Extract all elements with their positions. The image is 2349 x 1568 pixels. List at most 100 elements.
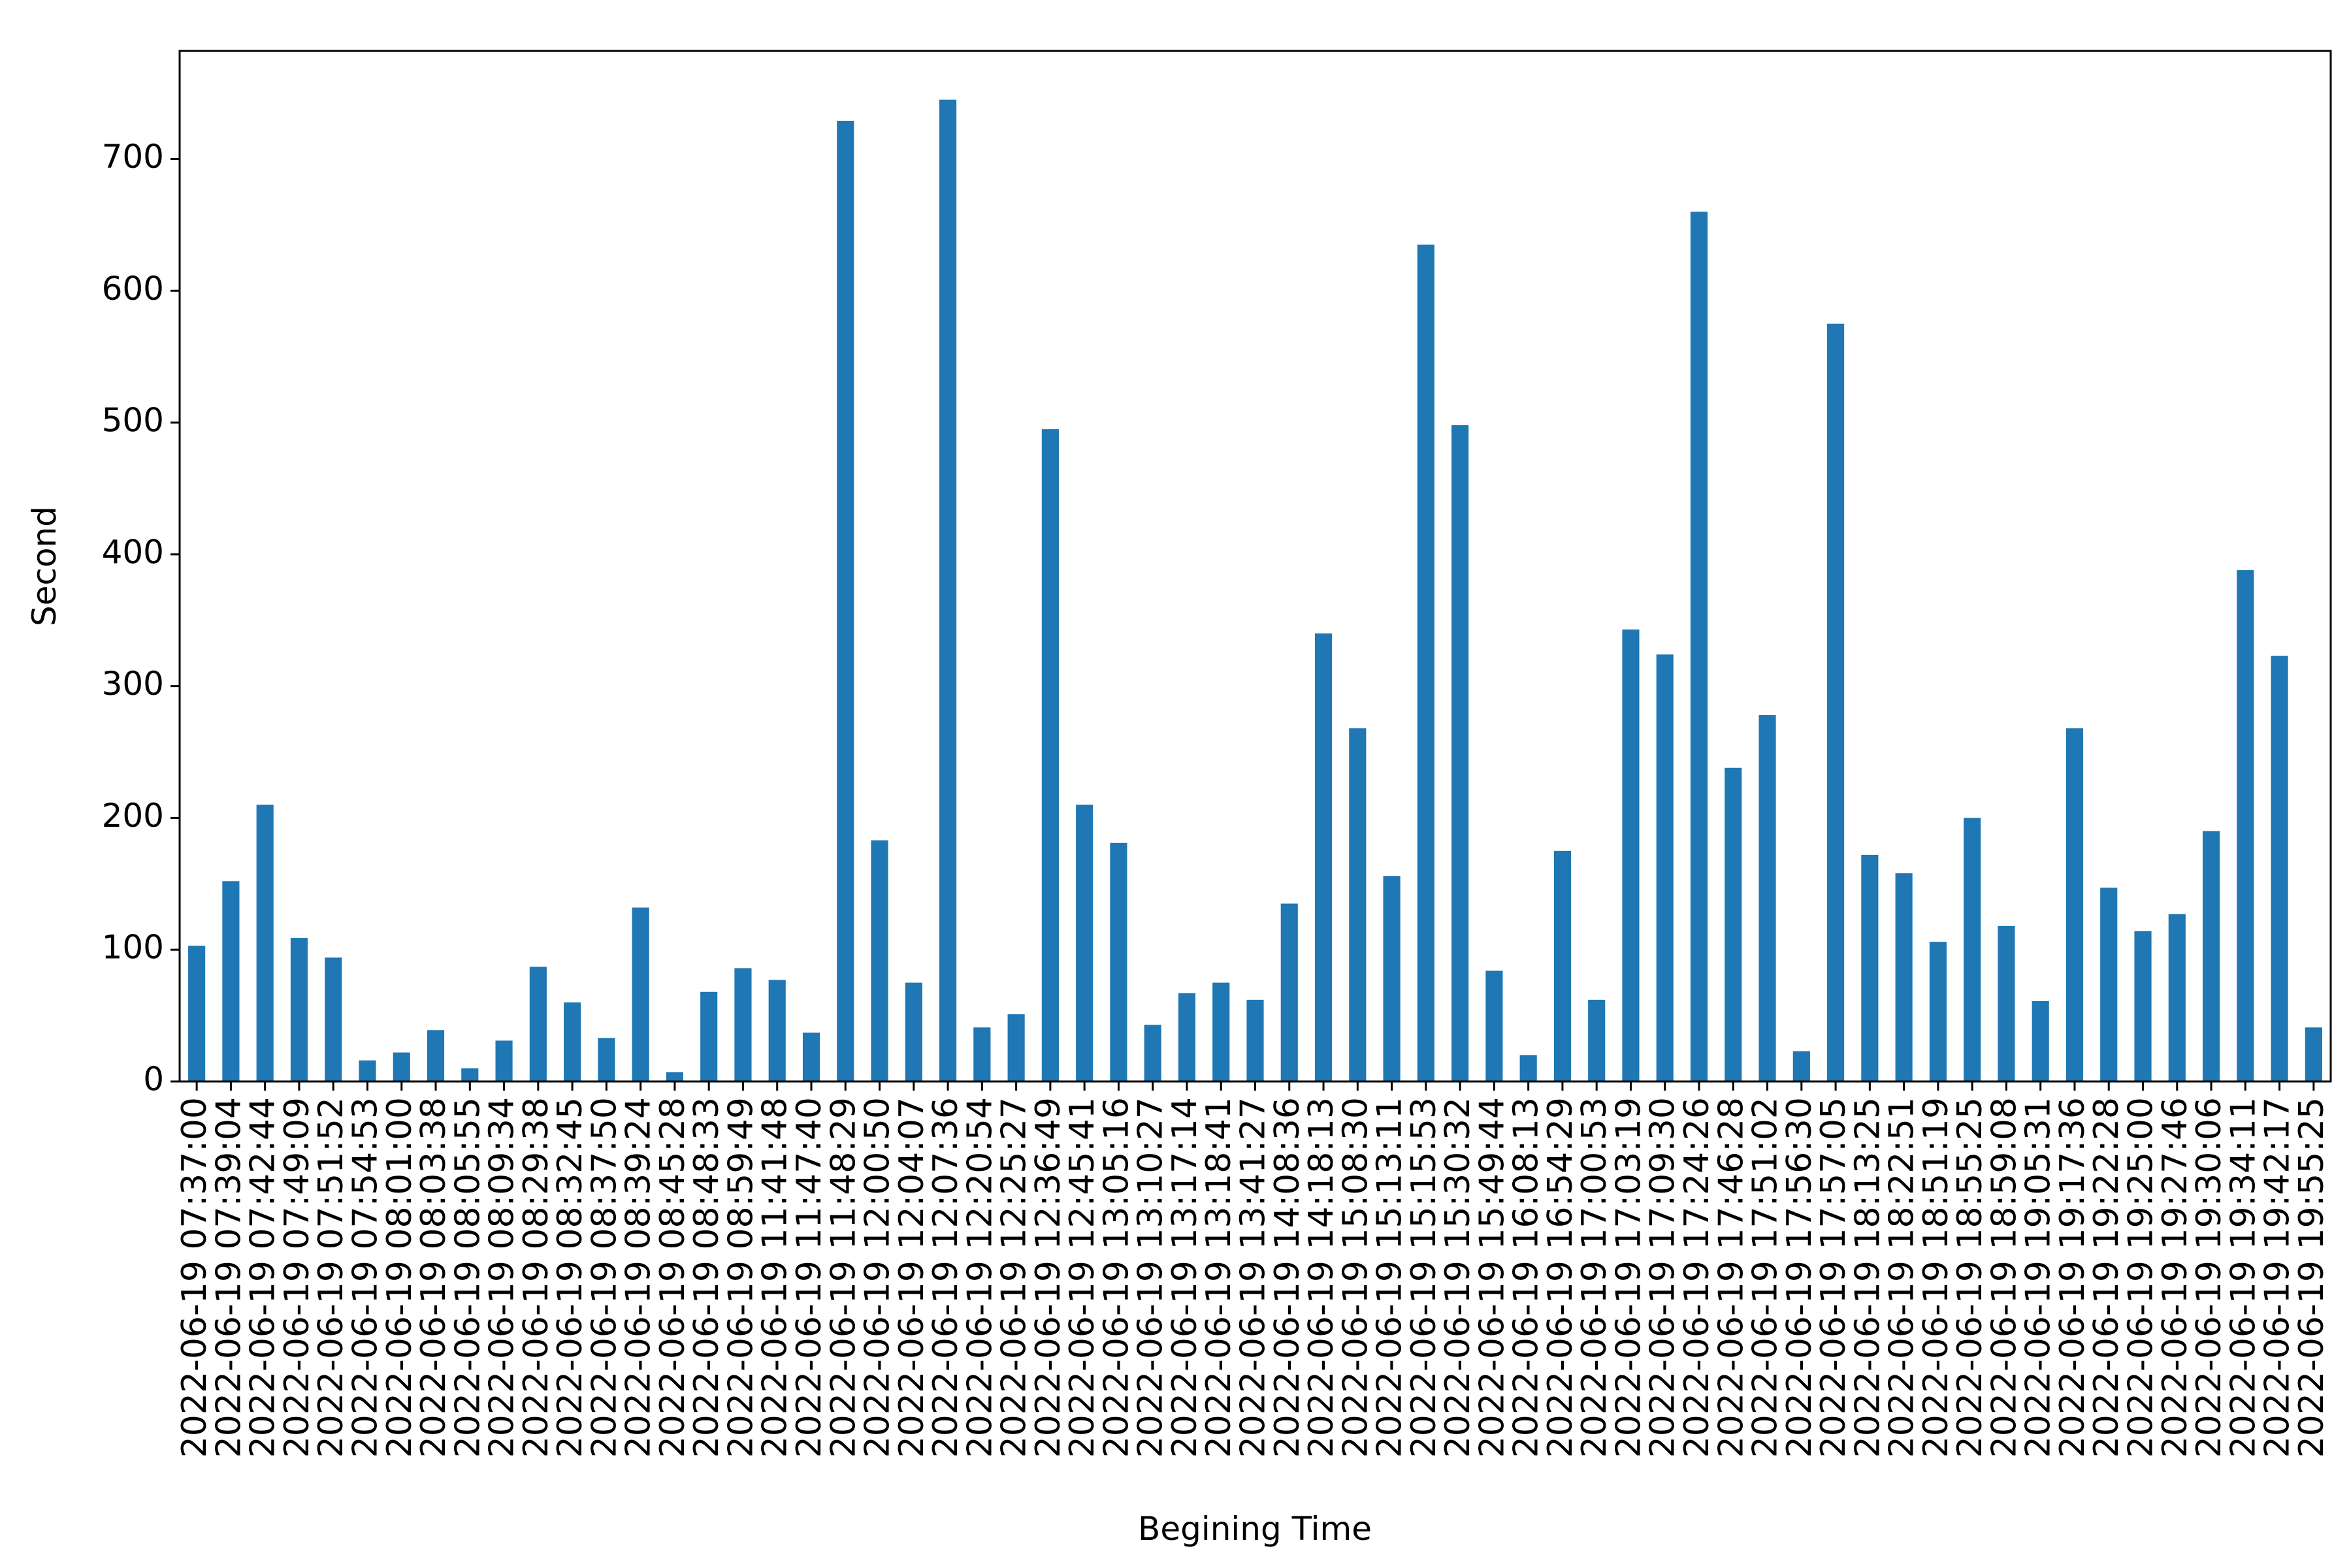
x-tick-label: 2022-06-19 18:13:25 [1848,1097,1887,1458]
x-tick-label: 2022-06-19 15:13:11 [1370,1097,1410,1458]
bar [2066,728,2084,1081]
x-tick-label: 2022-06-19 07:39:04 [209,1097,248,1458]
x-tick-label: 2022-06-19 11:47:40 [790,1097,829,1458]
y-tick-label: 700 [102,138,164,176]
bar [1246,999,1264,1081]
x-tick-label: 2022-06-19 18:55:25 [1951,1097,1990,1458]
bar [256,805,274,1081]
bar [1622,629,1640,1081]
x-tick-label: 2022-06-19 12:20:54 [960,1097,999,1458]
x-tick-label: 2022-06-19 17:46:28 [1711,1097,1751,1458]
bar [700,991,718,1081]
y-axis-label: Second [25,506,63,626]
x-tick-label: 2022-06-19 17:00:53 [1575,1097,1614,1458]
bar [837,120,854,1081]
bar [1964,818,1981,1081]
bar [495,1040,513,1081]
x-tick-label: 2022-06-19 12:00:50 [858,1097,898,1458]
x-tick-label: 2022-06-19 12:07:36 [926,1097,965,1458]
bar [939,99,957,1082]
bar [1792,1051,1810,1081]
x-tick-label: 2022-06-19 19:25:00 [2122,1097,2161,1458]
x-tick-label: 2022-06-19 08:59:49 [721,1097,760,1458]
x-tick-label: 2022-06-19 15:49:44 [1472,1097,1512,1458]
x-tick-label: 2022-06-19 18:51:19 [1917,1097,1956,1458]
y-tick-label: 300 [102,665,164,703]
bar [1212,982,1230,1081]
y-tick-label: 600 [102,270,164,308]
x-tick-label: 2022-06-19 13:18:41 [1199,1097,1239,1458]
x-tick-label: 2022-06-19 17:03:19 [1609,1097,1648,1458]
bar [2032,1000,2049,1081]
bar [871,840,888,1081]
bar [1998,925,2015,1081]
bar [359,1060,376,1081]
x-tick-label: 2022-06-19 08:03:38 [414,1097,453,1458]
x-tick-label: 2022-06-19 13:10:27 [1131,1097,1171,1458]
bar [290,938,308,1081]
bar [1895,873,1913,1081]
bar [1553,850,1571,1081]
x-tick-label: 2022-06-19 16:08:13 [1507,1097,1546,1458]
bar [461,1068,479,1081]
x-tick-label: 2022-06-19 08:05:55 [448,1097,487,1458]
x-tick-label: 2022-06-19 18:22:51 [1883,1097,1922,1458]
x-tick-label: 2022-06-19 12:36:49 [1029,1097,1068,1458]
x-tick-label: 2022-06-19 08:09:34 [483,1097,522,1458]
bar [1758,715,1776,1081]
bar [632,907,649,1081]
bar [1485,970,1503,1081]
x-tick-label: 2022-06-19 14:08:36 [1268,1097,1307,1458]
x-tick-label: 2022-06-19 11:48:29 [824,1097,863,1458]
x-tick-label: 2022-06-19 13:17:14 [1165,1097,1205,1458]
x-tick-label: 2022-06-19 19:34:11 [2224,1097,2263,1458]
x-tick-label: 2022-06-19 08:37:50 [585,1097,624,1458]
x-tick-label: 2022-06-19 19:42:17 [2258,1097,2297,1458]
bar [1861,854,1879,1081]
x-tick-label: 2022-06-19 17:09:30 [1644,1097,1683,1458]
y-tick-label: 200 [102,797,164,835]
bar [1144,1025,1161,1081]
bar [1451,425,1469,1081]
bar [2271,656,2288,1081]
x-tick-label: 2022-06-19 19:17:36 [2053,1097,2092,1458]
x-tick-label: 2022-06-19 07:42:44 [244,1097,283,1458]
x-tick-label: 2022-06-19 14:18:13 [1302,1097,1341,1458]
bar [1519,1055,1537,1081]
x-tick-label: 2022-06-19 08:48:33 [687,1097,726,1458]
x-tick-label: 2022-06-19 07:54:53 [346,1097,385,1458]
bar [1007,1014,1025,1081]
y-tick-label: 500 [102,402,164,440]
x-tick-label: 2022-06-19 08:39:24 [619,1097,658,1458]
x-tick-label: 2022-06-19 19:27:46 [2156,1097,2195,1458]
bar [1383,876,1401,1081]
x-tick-label: 2022-06-19 08:32:45 [551,1097,590,1458]
bar [1588,999,1606,1081]
x-tick-label: 2022-06-19 08:45:28 [653,1097,692,1458]
bar [734,968,752,1081]
plot-frame [178,50,2332,1083]
bar [2237,570,2254,1081]
x-tick-label: 2022-06-19 12:25:27 [995,1097,1034,1458]
bar [1076,805,1094,1081]
x-tick-label: 2022-06-19 19:05:31 [2019,1097,2058,1458]
y-tick-label: 100 [102,929,164,967]
bar [1929,942,1947,1081]
bar [564,1002,581,1081]
bar [2134,931,2152,1081]
bar [1041,429,1059,1081]
x-tick-label: 2022-06-19 07:49:09 [278,1097,317,1458]
bar [1417,244,1434,1081]
bar [1349,728,1367,1081]
x-tick-label: 2022-06-19 17:24:26 [1677,1097,1717,1458]
bar [666,1072,683,1081]
x-tick-label: 2022-06-19 07:51:52 [312,1097,351,1458]
y-tick-label: 400 [102,533,164,571]
bar [427,1030,445,1081]
bar [2100,888,2118,1081]
bar [598,1038,615,1081]
bar [2305,1027,2322,1081]
x-tick-label: 2022-06-19 13:05:16 [1097,1097,1136,1458]
bar [802,1032,820,1081]
